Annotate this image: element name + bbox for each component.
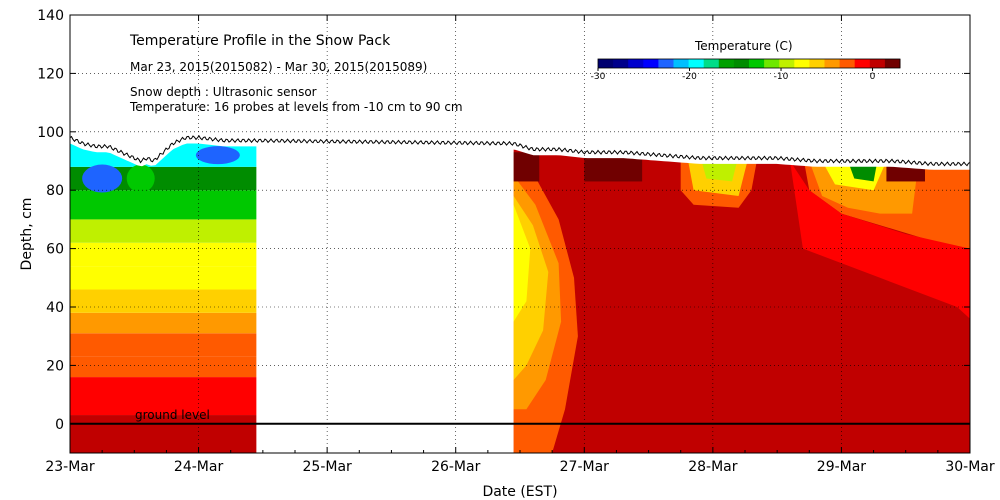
colorbar-segment <box>658 59 674 68</box>
left-band-6 <box>70 266 257 290</box>
cold-pocket-2 <box>195 146 240 165</box>
y-tick-label: 140 <box>37 8 64 24</box>
left-band-7 <box>70 242 257 267</box>
colorbar-segment <box>779 59 795 68</box>
ground-level-label: ground level <box>135 408 210 422</box>
x-tick-label: 25-Mar <box>303 459 353 475</box>
colorbar-segment <box>643 59 659 68</box>
colorbar-segment <box>598 59 614 68</box>
left-band-9 <box>70 190 257 220</box>
y-axis-title: Depth, cm <box>19 198 35 271</box>
cold-pocket-1 <box>82 164 123 193</box>
colorbar-tick-label: -30 <box>591 72 606 82</box>
axes: 23-Mar 24-Mar 25-Mar 26-Mar 27-Mar 28-Mar 29-M… <box>37 8 995 475</box>
x-tick-label: 28-Mar <box>688 459 738 475</box>
colorbar-segment <box>613 59 629 68</box>
colorbar: -30 -20 -10 0 <box>591 58 901 82</box>
left-band-4 <box>70 312 257 334</box>
colorbar-tick-label: 0 <box>870 72 876 82</box>
colorbar-segment <box>884 59 901 68</box>
snow-depth-note: Snow depth : Ultrasonic sensor <box>130 85 317 99</box>
colorbar-segment <box>749 59 765 68</box>
left-band-1 <box>70 377 257 416</box>
colorbar-segment <box>628 59 644 68</box>
date-range: Mar 23, 2015(2015082) - Mar 30, 2015(201… <box>130 60 427 74</box>
left-band-0 <box>70 415 257 453</box>
colorbar-segment <box>839 59 856 68</box>
y-tick-label: 120 <box>37 66 64 82</box>
x-tick-label: 23-Mar <box>45 459 95 475</box>
colorbar-frame <box>597 58 901 69</box>
temperature-note: Temperature: 16 probes at levels from -1… <box>129 100 463 114</box>
y-tick-label: 100 <box>37 125 64 141</box>
left-band-3 <box>70 333 257 357</box>
cold-wedge-3 <box>513 204 531 322</box>
colorbar-segment <box>703 59 720 68</box>
colorbar-segment <box>673 59 690 68</box>
y-tick-label: 20 <box>46 358 64 374</box>
colorbar-segment <box>733 59 750 68</box>
colorbar-title: Temperature (C) <box>694 39 793 53</box>
left-band-8 <box>70 219 257 243</box>
colorbar-segment <box>718 59 735 68</box>
temperature-contours <box>70 15 970 453</box>
data-gap <box>256 15 514 453</box>
x-tick-label: 29-Mar <box>817 459 867 475</box>
x-tick-label: 30-Mar <box>945 459 995 475</box>
chart-title: Temperature Profile in the Snow Pack <box>129 33 391 49</box>
colorbar-segment <box>854 59 871 68</box>
y-tick-label: 80 <box>46 183 64 199</box>
y-tick-label: 40 <box>46 300 64 316</box>
colorbar-tick-label: -20 <box>682 72 697 82</box>
y-tick-label: 60 <box>46 242 64 258</box>
warm-top-0 <box>513 152 540 182</box>
colorbar-segment <box>824 59 841 68</box>
colorbar-segment <box>809 59 825 68</box>
left-band-2 <box>70 356 257 378</box>
x-tick-label: 24-Mar <box>174 459 224 475</box>
colorbar-segment <box>869 59 886 68</box>
colorbar-segment <box>688 59 705 68</box>
x-tick-label: 27-Mar <box>560 459 610 475</box>
snow-depth-line <box>69 135 971 167</box>
colorbar-segment <box>794 59 810 68</box>
y-tick-label: 0 <box>55 417 64 433</box>
surface-intrusion-7 <box>790 161 970 319</box>
left-band-5 <box>70 289 257 313</box>
colorbar-segment <box>764 59 780 68</box>
x-tick-label: 26-Mar <box>431 459 481 475</box>
x-axis-title: Date (EST) <box>482 484 557 500</box>
mid-pocket <box>126 164 155 193</box>
colorbar-tick-label: -10 <box>774 72 789 82</box>
